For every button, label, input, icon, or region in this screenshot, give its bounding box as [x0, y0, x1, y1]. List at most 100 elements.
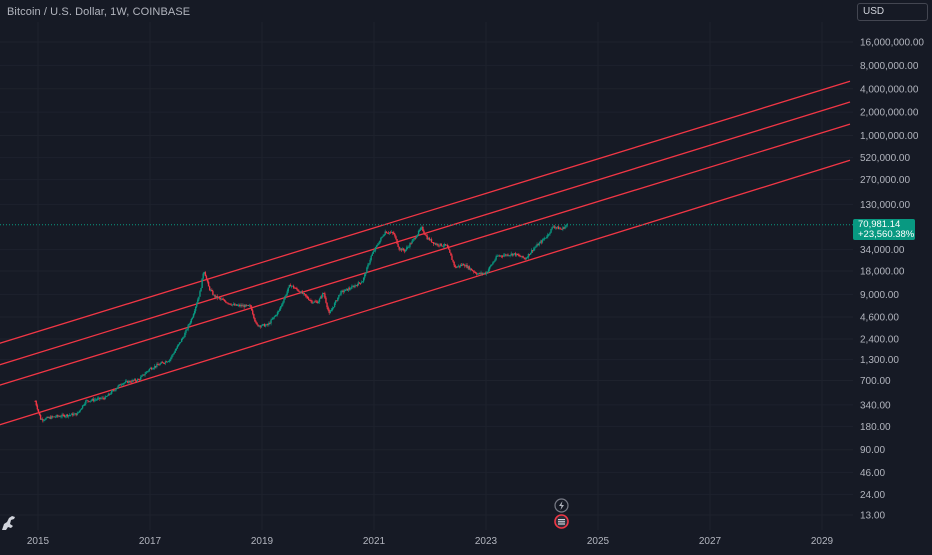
candle-body [527, 254, 530, 258]
candle-body [277, 310, 280, 313]
candle-body [58, 416, 60, 418]
candle-body [305, 295, 308, 297]
candle-body [136, 379, 139, 382]
candle-body [259, 325, 261, 327]
candle-body [147, 370, 149, 372]
candle-body [36, 405, 39, 410]
candle-body [282, 302, 284, 305]
y-tick-label: 700.00 [860, 376, 891, 387]
candle-body [325, 297, 327, 303]
candle-body [298, 291, 300, 292]
candle-body [216, 295, 218, 299]
flag-icon[interactable] [554, 514, 569, 534]
candle-body [355, 285, 357, 287]
flash-icon[interactable] [554, 498, 569, 518]
candle-body [331, 308, 334, 311]
candle-body [547, 234, 549, 237]
candle-body [454, 265, 456, 267]
candle-body [188, 324, 190, 326]
candle-body [74, 413, 76, 415]
candle-body [365, 272, 367, 275]
candle-body [462, 264, 464, 266]
candle-body [446, 244, 449, 248]
candle-body [303, 293, 306, 295]
candle-body [390, 232, 393, 233]
candle-body [230, 304, 232, 306]
candle-body [194, 306, 197, 311]
candle-body [565, 225, 567, 227]
candle-body [529, 252, 532, 255]
channel-line-4[interactable] [0, 159, 851, 430]
candle-body [549, 232, 551, 235]
candle-body [202, 273, 204, 279]
candle-body [185, 329, 187, 333]
candle-body [295, 288, 297, 289]
candle-body [211, 289, 213, 292]
candle-body [292, 285, 295, 288]
candle-body [131, 380, 133, 383]
candle-body [145, 372, 147, 374]
candle-body [344, 289, 347, 292]
candle-body [480, 272, 482, 274]
candle-body [498, 255, 501, 257]
channel-line-1[interactable] [0, 80, 851, 348]
candle-body [101, 397, 103, 399]
candle-body [396, 239, 398, 244]
candle-body [395, 236, 397, 240]
candle-body [340, 291, 342, 295]
channel-line-2[interactable] [0, 101, 851, 370]
candle-body [524, 258, 526, 260]
y-tick-label: 4,600.00 [860, 313, 899, 324]
candle-body [214, 294, 216, 298]
candle-body [108, 393, 111, 395]
candle-body [77, 412, 79, 414]
candle-body [148, 368, 151, 371]
candle-body [482, 273, 484, 275]
candle-body [256, 322, 258, 325]
x-tick-label: 2025 [587, 536, 610, 547]
candle-body [346, 288, 349, 291]
candle-body [492, 262, 494, 265]
candle-body [550, 228, 552, 233]
candle-body [161, 362, 163, 364]
y-tick-label: 18,000.00 [860, 267, 905, 278]
candle-body [505, 254, 507, 256]
candle-body [476, 273, 478, 275]
candle-body [364, 274, 366, 278]
candle-body [324, 293, 326, 298]
dino-logo-icon[interactable] [0, 510, 22, 537]
y-tick-label: 180.00 [860, 422, 891, 433]
candle-body [48, 417, 50, 418]
candle-body [40, 419, 43, 421]
candle-body [172, 354, 174, 356]
candle-body [394, 234, 396, 237]
candle-body [193, 310, 196, 315]
candle-body [518, 254, 520, 256]
candle-body [213, 294, 215, 296]
candle-body [84, 403, 86, 406]
candle-body [120, 384, 123, 386]
candle-body [537, 244, 539, 246]
candle-body [483, 272, 485, 274]
y-tick-label: 1,000,000.00 [860, 131, 919, 142]
candle-body [469, 268, 471, 270]
candle-body [220, 298, 223, 300]
candle-body [190, 318, 193, 323]
channel-line-3[interactable] [0, 123, 851, 390]
candle-body [79, 409, 82, 411]
candle-body [183, 337, 185, 338]
candle-body [320, 296, 323, 298]
candle-body [347, 288, 350, 291]
candle-body [239, 304, 241, 307]
candle-body [257, 324, 259, 327]
candle-body [418, 229, 421, 231]
candle-body [301, 291, 303, 294]
x-tick-label: 2027 [699, 536, 722, 547]
currency-selector-button[interactable]: USD [857, 3, 928, 21]
candle-body [356, 285, 358, 287]
candle-body [132, 380, 134, 381]
candle-body [511, 253, 513, 256]
candle-body [491, 264, 493, 266]
